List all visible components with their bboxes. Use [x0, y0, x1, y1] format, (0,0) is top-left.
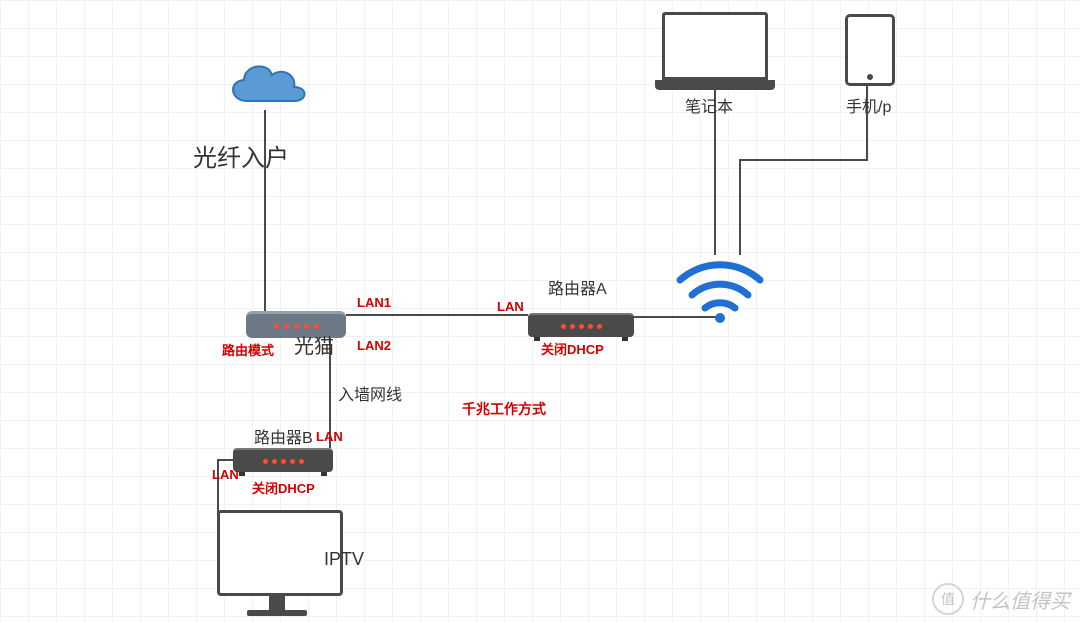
wifi-icon	[670, 250, 770, 325]
label-dhcp-off-b: 关闭DHCP	[252, 478, 315, 497]
label-phone-pad: 手机/p	[846, 93, 891, 117]
label-lan-routerb-in: LAN	[316, 429, 343, 444]
tablet-icon	[845, 14, 895, 86]
label-lan-routerb-out: LAN	[212, 467, 239, 482]
label-router-a: 路由器A	[548, 275, 607, 299]
router-b-icon	[233, 448, 333, 472]
iptv-monitor-icon	[217, 510, 337, 616]
label-lan-router-a: LAN	[497, 299, 524, 314]
watermark-text: 什么值得买	[970, 585, 1070, 614]
label-lan2: LAN2	[357, 338, 391, 353]
label-dhcp-off-a: 关闭DHCP	[541, 339, 604, 358]
label-optical-modem: 光猫	[294, 330, 334, 359]
watermark-badge: 值	[932, 583, 964, 615]
label-router-b: 路由器B	[254, 424, 313, 448]
laptop-icon	[655, 12, 775, 90]
label-iptv: IPTV	[324, 549, 364, 570]
edges-layer	[0, 0, 1080, 623]
watermark: 值 什么值得买	[932, 583, 1070, 615]
cloud-icon	[222, 55, 310, 115]
label-route-mode: 路由模式	[222, 340, 274, 359]
label-fiber-in: 光纤入户	[193, 138, 289, 173]
label-lan1: LAN1	[357, 295, 391, 310]
label-in-wall-cable: 入墙网线	[338, 381, 402, 405]
label-gigabit-mode: 千兆工作方式	[462, 399, 546, 419]
diagram-canvas: 光纤入户 光猫 路由模式 LAN1 LAN2 LAN 路由器A 关闭DHCP 入…	[0, 0, 1080, 623]
router-a-icon	[528, 313, 634, 337]
label-laptop: 笔记本	[685, 93, 733, 117]
